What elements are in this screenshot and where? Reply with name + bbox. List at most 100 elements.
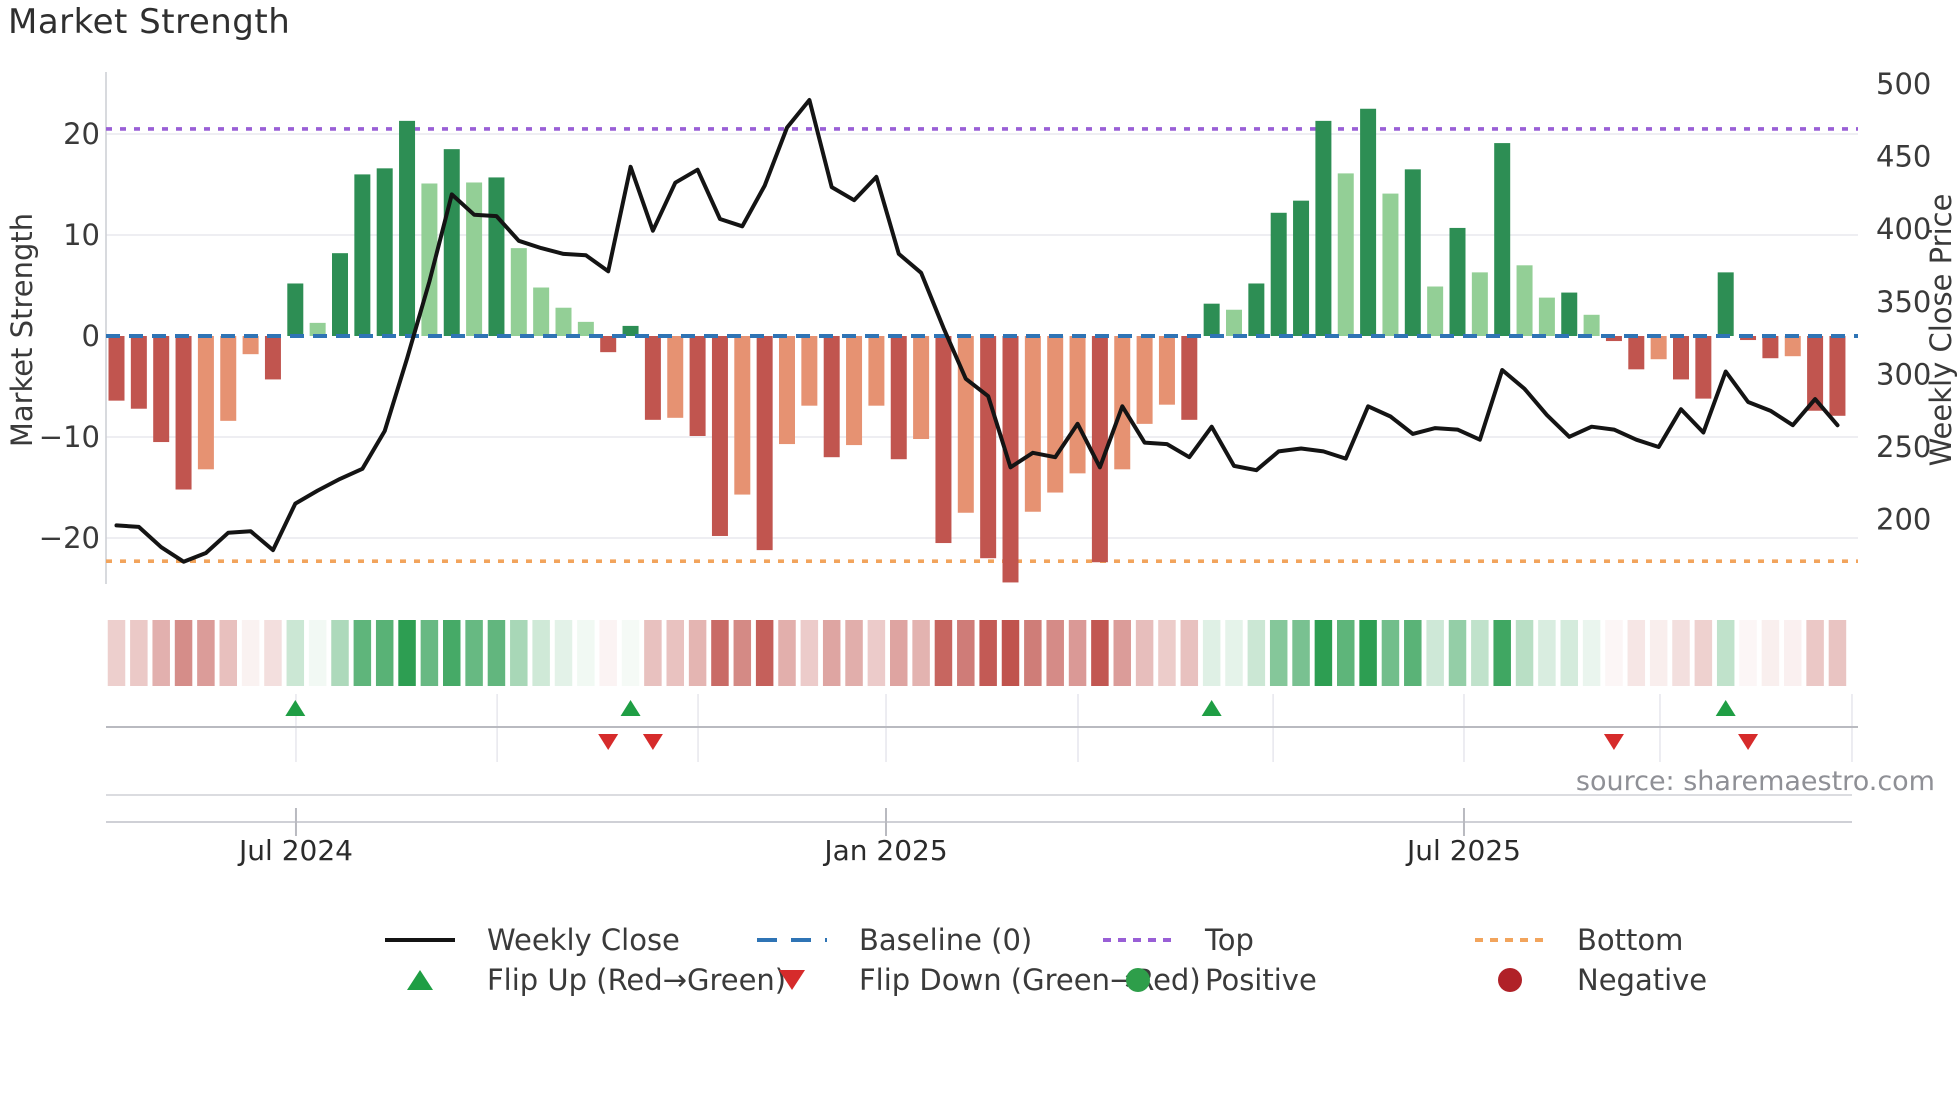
- heat-strip-cell: [1806, 620, 1824, 686]
- source-credit: source: sharemaestro.com: [1575, 766, 1935, 797]
- strength-bar: [846, 336, 863, 446]
- heat-strip-cell: [912, 620, 930, 686]
- strength-bar: [667, 336, 684, 418]
- heat-strip-cell: [1739, 620, 1757, 686]
- heat-strip-cell: [1582, 620, 1601, 686]
- heat-strip-cell: [1091, 620, 1109, 686]
- x-tick-jul-2024: Jul 2024: [239, 834, 353, 867]
- strength-bar: [197, 336, 214, 470]
- strength-bar: [309, 322, 326, 336]
- heat-strip-cell: [1381, 620, 1400, 686]
- strength-bar: [1807, 336, 1824, 411]
- strength-bar: [1181, 336, 1198, 420]
- flip-down-triangle-icon: [757, 962, 827, 998]
- strength-bar: [242, 336, 259, 355]
- legend-item-bottom: Bottom: [1475, 922, 1683, 958]
- flip-up-marker: [1715, 700, 1736, 716]
- strength-bar: [1695, 336, 1712, 399]
- strength-bar: [1158, 336, 1175, 405]
- strength-bar: [332, 253, 348, 336]
- heat-strip-cell: [1314, 620, 1333, 686]
- strength-bar: [153, 336, 170, 443]
- heat-strip-cell: [1202, 620, 1221, 686]
- heat-strip-cell: [1716, 620, 1735, 686]
- strength-bar: [220, 336, 237, 421]
- strength-bar: [287, 283, 304, 336]
- flip-down-marker: [598, 734, 619, 750]
- strength-bar: [734, 336, 751, 495]
- heat-strip-cell: [1627, 620, 1646, 686]
- heat-strip-cell: [621, 620, 640, 686]
- heat-strip-cell: [152, 620, 170, 686]
- heat-strip-cell: [1784, 620, 1802, 686]
- heat-strip-cell: [1180, 620, 1199, 686]
- left-tick-label: 10: [63, 218, 100, 252]
- strength-bar: [1248, 283, 1265, 336]
- heat-strip-cell: [644, 620, 662, 686]
- heat-strip-cell: [1292, 620, 1310, 686]
- heat-strip-cell: [487, 620, 506, 686]
- heat-strip-cell: [1404, 620, 1422, 686]
- strength-bar: [1449, 227, 1466, 336]
- strength-bar: [1360, 108, 1377, 336]
- strength-bar: [354, 174, 371, 336]
- strength-bar: [1628, 336, 1645, 370]
- heat-strip-cell: [308, 620, 327, 686]
- strength-bar: [1136, 336, 1153, 424]
- strength-bar: [1561, 292, 1578, 336]
- heat-strip-cell: [1471, 620, 1489, 686]
- heat-strip-cell: [1649, 620, 1668, 686]
- strength-bar: [1762, 336, 1779, 359]
- right-tick-label: 200: [1876, 503, 1931, 537]
- strength-bar: [1069, 336, 1086, 474]
- strength-bar: [935, 336, 952, 544]
- heat-strip-cell: [1135, 620, 1154, 686]
- heat-strip-cell: [1337, 620, 1355, 686]
- flip-down-marker: [1738, 734, 1759, 750]
- left-tick-label: −10: [39, 420, 100, 454]
- heat-strip-cell: [1225, 620, 1243, 686]
- weekly-close-line: [114, 98, 1840, 564]
- strength-bar: [779, 336, 795, 445]
- positive-dot-icon: [1103, 962, 1173, 998]
- x-tick-jan-2025: Jan 2025: [824, 834, 948, 867]
- strength-bar: [175, 336, 192, 490]
- strength-bar: [644, 336, 661, 420]
- strength-bar: [1337, 173, 1354, 336]
- right-tick-label: 450: [1876, 140, 1931, 174]
- heat-strip-cell: [822, 620, 841, 686]
- heat-strip-cell: [1515, 620, 1534, 686]
- strength-bar: [1427, 286, 1444, 336]
- flip-up-marker: [620, 700, 641, 716]
- heat-strip-cell: [554, 620, 573, 686]
- strength-bar: [577, 321, 594, 336]
- top-dotted-swatch: [1103, 922, 1173, 958]
- strength-bar: [1717, 272, 1734, 336]
- heat-strip-cell: [443, 620, 461, 686]
- strength-bar: [1226, 309, 1242, 336]
- heat-strip-cell: [420, 620, 439, 686]
- heat-strip-cell: [577, 620, 595, 686]
- right-tick-label: 350: [1876, 285, 1931, 319]
- heat-strip-cell: [733, 620, 752, 686]
- heat-strip-cell: [1448, 620, 1467, 686]
- legend-item-baseline: Baseline (0): [757, 922, 1032, 958]
- strength-bar: [264, 336, 281, 380]
- strength-bar: [488, 177, 505, 336]
- strength-bar: [1002, 336, 1019, 583]
- strength-bar: [1024, 336, 1041, 512]
- heat-strip-cell: [510, 620, 528, 686]
- strength-bar: [130, 336, 147, 409]
- strength-bar: [1829, 336, 1846, 416]
- heat-strip-cell: [219, 620, 237, 686]
- strength-bar: [823, 336, 840, 458]
- heat-strip-cell: [755, 620, 774, 686]
- heat-strip-cell: [1359, 620, 1377, 686]
- heat-strip-cell: [778, 620, 796, 686]
- strength-bar: [1270, 212, 1287, 336]
- heat-strip-cell: [957, 620, 975, 686]
- strength-bar: [689, 336, 706, 436]
- legend-item-top: Top: [1103, 922, 1254, 958]
